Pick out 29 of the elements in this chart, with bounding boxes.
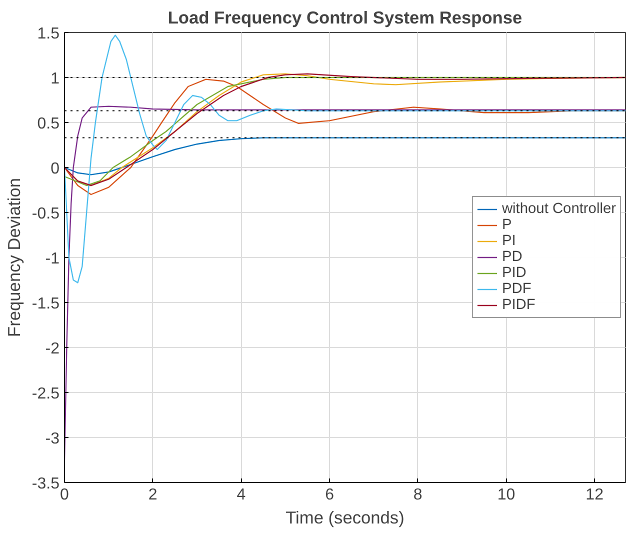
y-axis-title: Frequency Deviation <box>4 178 24 337</box>
y-tick-label: 0 <box>50 160 60 178</box>
y-tick-label: -0.5 <box>32 206 60 222</box>
x-tick-label: 6 <box>325 486 334 504</box>
x-tick-label: 8 <box>413 486 422 504</box>
y-tick-label: 1 <box>50 70 60 88</box>
y-tick-label: -1 <box>45 250 60 268</box>
y-tick-label: 0.5 <box>37 116 60 132</box>
y-tick-label: -2 <box>45 340 60 358</box>
x-tick-label: 2 <box>148 486 158 504</box>
y-tick-label: -2.5 <box>32 386 60 402</box>
x-tick-label: 4 <box>236 486 246 504</box>
legend-label: PI <box>502 233 517 249</box>
y-tick-label: -3.5 <box>32 476 60 492</box>
line-series <box>64 34 626 284</box>
y-tick-label: -1.5 <box>32 296 60 312</box>
line-series <box>64 137 626 176</box>
x-tick-label: 12 <box>586 486 604 504</box>
x-axis-title: Time (seconds) <box>286 508 404 528</box>
y-tick-label: 1.5 <box>37 26 60 42</box>
legend-label: PDF <box>502 281 532 297</box>
chart-title: Load Frequency Control System Response <box>168 8 523 28</box>
legend-label: P <box>502 217 513 233</box>
y-tick-label: -3 <box>45 430 60 448</box>
legend-label: PD <box>502 249 522 265</box>
x-tick-label: 10 <box>497 486 516 504</box>
legend-label: PIDF <box>502 297 536 313</box>
legend-label: PID <box>502 265 526 281</box>
legend-label: without Controller <box>502 201 616 217</box>
